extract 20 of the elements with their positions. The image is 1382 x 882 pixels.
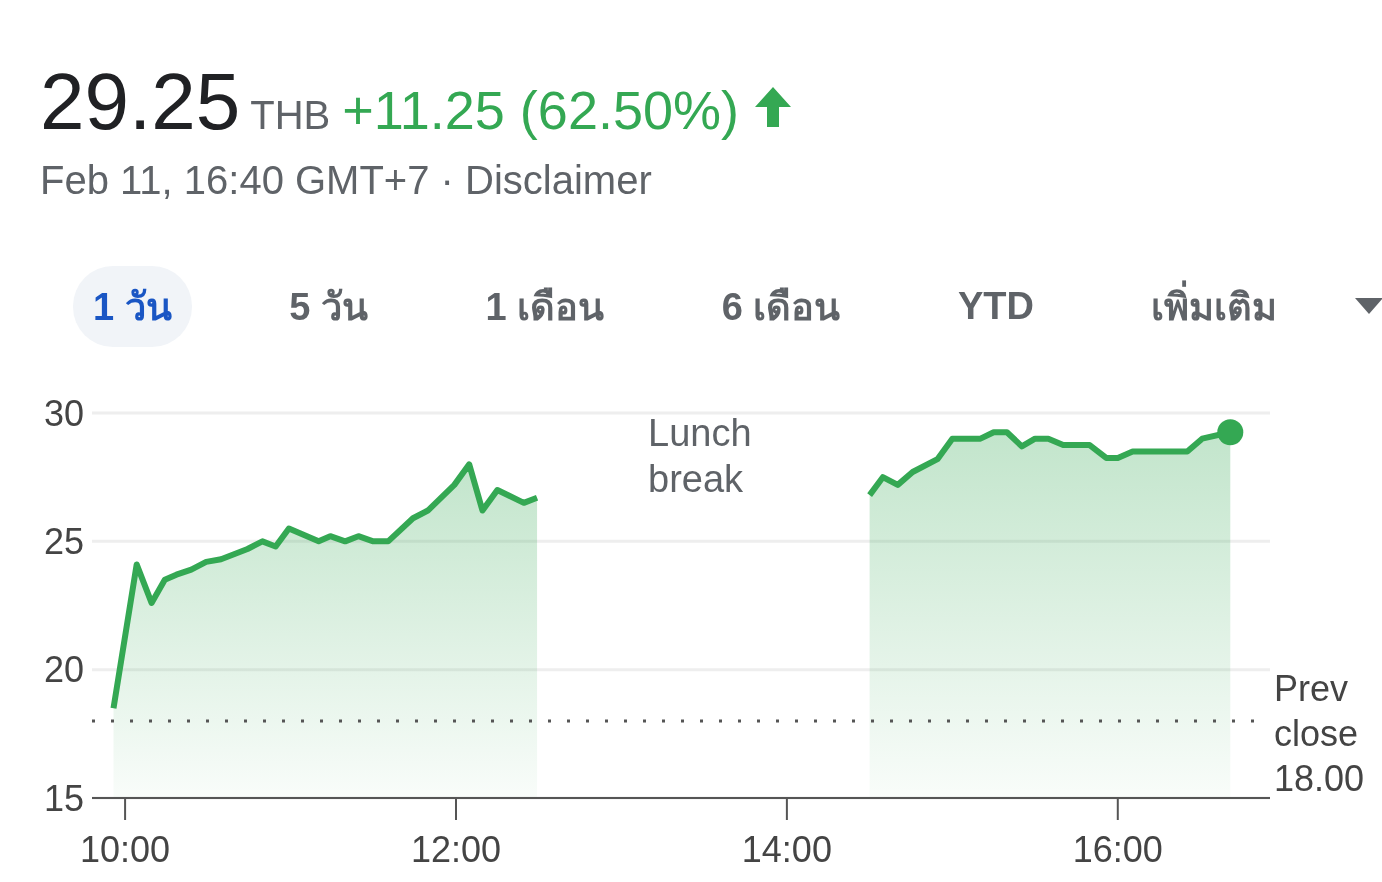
y-tick-label: 25 — [43, 521, 84, 563]
x-tick-label: 12:00 — [410, 828, 502, 870]
y-tick-label: 20 — [43, 649, 84, 691]
annotation: Lunch break — [648, 411, 753, 502]
text: 1 เดือน — [484, 285, 606, 330]
x-tick-label: 10:00 — [80, 828, 171, 870]
text: 6 เดือน — [720, 285, 842, 330]
x-tick-label: 16:00 — [1072, 828, 1163, 870]
text: YTD — [956, 284, 1035, 329]
ref-line-label: Prev close 18.00 — [1274, 668, 1365, 799]
text: 5 วัน — [288, 285, 369, 330]
text: THB — [250, 93, 331, 138]
y-tick-label: 30 — [43, 392, 84, 434]
text: +11.25 (62.50%) — [342, 79, 739, 141]
x-tick-label: 14:00 — [741, 828, 832, 870]
y-tick-label: 15 — [43, 777, 84, 819]
text: เพิ่มเติม — [1150, 279, 1279, 330]
chart-title: 29.25 — [40, 56, 241, 148]
text: 1 วัน — [73, 266, 192, 347]
text: Feb 11, 16:40 GMT+7 · Disclaimer — [40, 158, 652, 203]
